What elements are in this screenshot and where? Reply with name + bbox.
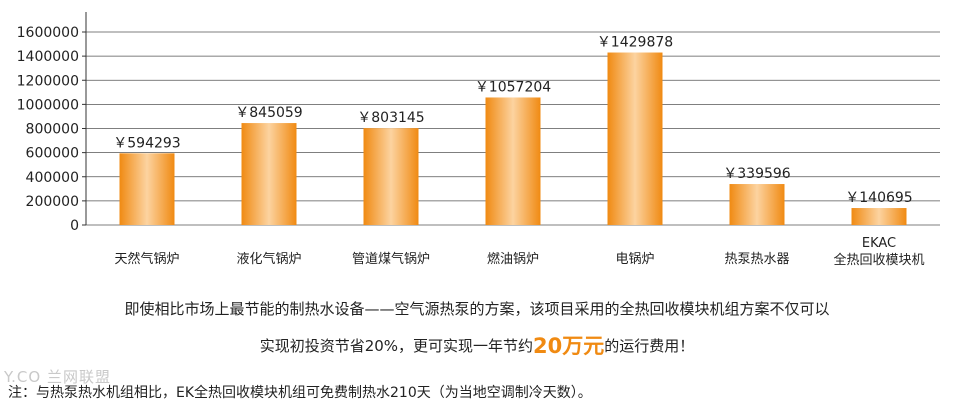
summary-line-2-end: 的运行费用！ — [604, 337, 695, 355]
bar-value-label: ￥803145 — [357, 110, 424, 126]
category-label: 燃油锅炉 — [487, 251, 539, 267]
bar-value-label: ￥845059 — [235, 105, 302, 121]
footnote: 注：与热泵热水机组相比，EK全热回收模块机组可免费制热水210天（为当地空调制冷… — [8, 385, 592, 401]
bars — [119, 52, 907, 225]
bar-chart: 0 200000 400000 600000 800000 1000000 1200000 1… — [17, 12, 940, 268]
watermark: Y.CO 兰网联盟 — [4, 368, 111, 386]
bar — [729, 184, 785, 225]
y-tick-label: 1600000 — [17, 25, 79, 41]
bar-value-label: ￥1057204 — [475, 79, 551, 95]
category-label: 管道煤气锅炉 — [352, 251, 430, 267]
y-tick-label: 0 — [70, 218, 79, 234]
bar — [485, 97, 541, 225]
summary-line-2: 实现初投资节省20%，更可实现一年节约20万元的运行费用！ — [0, 330, 954, 360]
summary-line-2-start: 实现初投资节省20%，更可实现一年节约 — [259, 337, 534, 355]
category-labels: 天然气锅炉 液化气锅炉 管道煤气锅炉 燃油锅炉 电锅炉 热泵热水器 EKAC 全热回收模块机 — [114, 236, 924, 268]
y-tick-label: 1400000 — [17, 49, 79, 65]
bar — [241, 123, 297, 225]
category-label: 热泵热水器 — [724, 252, 789, 267]
bar-value-label: ￥339596 — [723, 166, 791, 182]
data-labels: ￥594293 ￥845059 ￥803145 ￥1057204 ￥1429878 ￥33… — [113, 35, 912, 207]
y-tick-label: 800000 — [26, 122, 79, 138]
bar-value-label: ￥1429878 — [597, 35, 673, 51]
category-label: 天然气锅炉 — [114, 251, 179, 267]
y-tick-label: 400000 — [26, 170, 79, 186]
bar-value-label: ￥140695 — [845, 190, 912, 206]
y-tick-label: 200000 — [26, 194, 79, 210]
bar — [851, 208, 907, 225]
y-tick-label: 1200000 — [17, 73, 79, 89]
savings-highlight: 20万元 — [533, 334, 605, 358]
y-tick-labels: 0 200000 400000 600000 800000 1000000 1200000 1… — [17, 25, 79, 234]
y-tick-label: 1000000 — [17, 97, 79, 113]
y-tick-label: 600000 — [26, 146, 79, 162]
category-label: 液化气锅炉 — [236, 251, 301, 267]
summary-line-1: 即使相比市场上最节能的制热水设备——空气源热泵的方案，该项目采用的全热回收模块机… — [124, 300, 830, 318]
bar — [119, 153, 175, 225]
category-label: EKAC 全热回收模块机 — [833, 236, 924, 268]
category-label: 电锅炉 — [615, 251, 654, 267]
bar — [363, 128, 419, 225]
axes — [82, 12, 87, 226]
bar — [607, 52, 663, 225]
bar-value-label: ￥594293 — [113, 135, 180, 151]
